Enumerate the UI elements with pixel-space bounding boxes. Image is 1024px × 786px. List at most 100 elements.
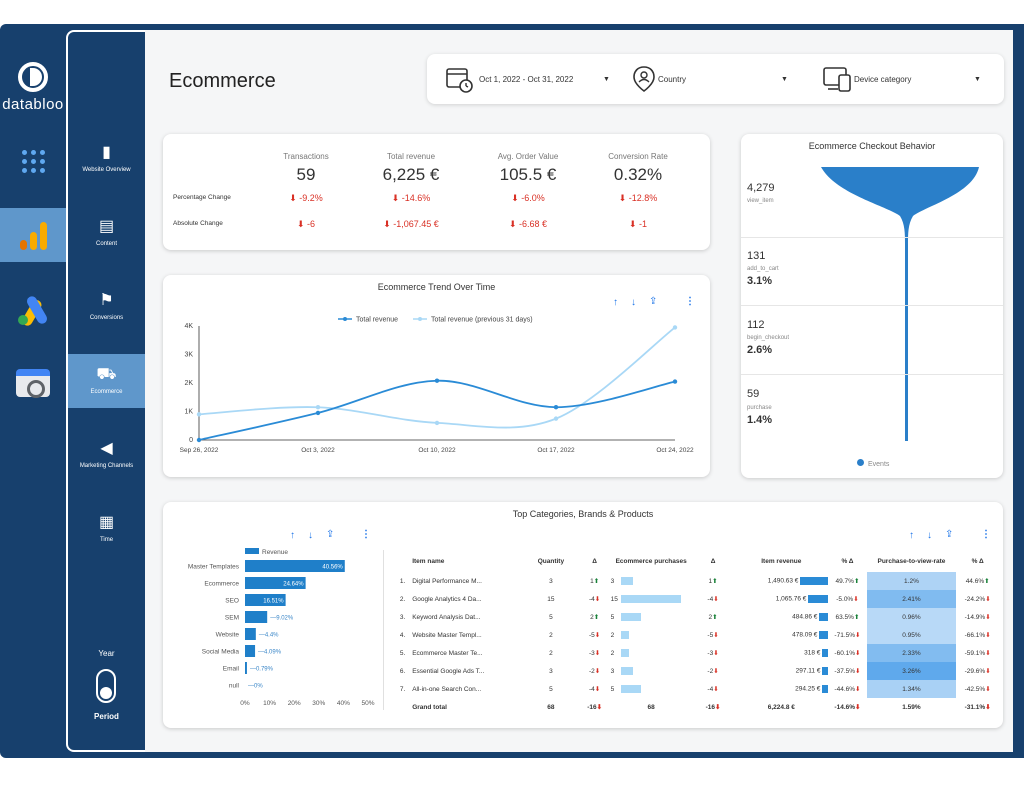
column-header[interactable]: Ecommerce purchases [615, 557, 687, 565]
nav-marketing-channels[interactable]: ◀ Marketing Channels [68, 428, 145, 482]
table-row[interactable]: 5. Ecommerce Master Te... 2 -3⬇ 2 -3⬇ 318 € -6… [393, 644, 999, 662]
quantity-delta-value: 1 [590, 578, 594, 585]
arrow-down-icon: ⬇ [985, 704, 991, 711]
purchases-delta: -2⬇ [692, 662, 735, 680]
revenue-cell: 478.09 € [734, 626, 829, 644]
purchases-delta: -4⬇ [692, 680, 735, 698]
category-bar [245, 611, 268, 623]
table-row[interactable]: 4. Website Master Templ... 2 -5⬇ 2 -5⬇ 478.09 … [393, 626, 999, 644]
funnel-step-label: begin_checkout [747, 335, 790, 341]
rate-value: 2.41% [902, 595, 921, 603]
nav-ecommerce[interactable]: ⛟ Ecommerce [68, 354, 145, 408]
period-toggle[interactable] [96, 669, 116, 703]
bar-value-label: —4.09% [258, 650, 282, 656]
sort-ascending-icon[interactable]: ↑ [909, 530, 914, 541]
megaphone-icon: ◀ [100, 440, 113, 457]
column-header[interactable]: Δ [592, 557, 597, 565]
category-label: Social Media [202, 649, 240, 656]
revenue-cell: 294.25 € [734, 680, 829, 698]
export-icon[interactable]: ⇪ [945, 529, 954, 540]
databloo-logo[interactable]: databloo [0, 62, 66, 113]
total-quantity: 68 [547, 703, 555, 711]
item-name: Ecommerce Master Te... [412, 649, 483, 657]
column-header[interactable]: % Δ [841, 557, 854, 565]
funnel-step-value: 59 [747, 388, 760, 400]
column-header[interactable]: Item revenue [761, 557, 802, 565]
rate-delta-value: -24.2% [964, 596, 986, 603]
sort-descending-icon[interactable]: ↓ [927, 530, 932, 541]
purchases-cell: 2 [611, 644, 692, 662]
purchases-cell: 5 [611, 680, 692, 698]
apps-grid-icon [21, 149, 45, 173]
sort-descending-icon[interactable]: ↓ [308, 530, 313, 541]
category-bar [245, 645, 256, 657]
data-point [315, 405, 321, 410]
revenue-delta-value: -60.1% [834, 650, 856, 657]
kpi-absolute-change: ⬇ -1 [593, 219, 683, 230]
rail-apps[interactable] [0, 134, 66, 188]
column-header[interactable]: Quantity [537, 557, 565, 565]
nav-content[interactable]: ▤ Content [68, 206, 145, 260]
purchases-bar [620, 613, 641, 621]
more-options-icon[interactable]: ⋮ [685, 296, 695, 307]
quantity-delta: 1⬆ [579, 572, 611, 590]
table-row[interactable]: 6. Essential Google Ads T... 3 -2⬇ 3 -2⬇ 297.1… [393, 662, 999, 680]
rail-search-console[interactable] [0, 356, 66, 410]
nav-conversions[interactable]: ⚑ Conversions [68, 280, 145, 334]
nav-website-overview[interactable]: ▮ Website Overview [68, 132, 145, 186]
column-header[interactable]: Purchase-to-view-rate [877, 557, 946, 565]
table-row[interactable]: 7. All-in-one Search Con... 5 -4⬇ 5 -4⬇ 294.25… [393, 680, 999, 698]
column-header[interactable]: % Δ [971, 557, 984, 565]
databloo-logo-icon [18, 62, 48, 92]
rate-delta-value: 44.6% [965, 578, 985, 585]
sort-descending-icon[interactable]: ↓ [631, 297, 636, 308]
revenue-bar [800, 577, 829, 585]
arrow-down-icon: ⬇ [713, 596, 719, 603]
arrow-down-icon: ⬇ [985, 632, 991, 639]
rail-google-ads[interactable] [0, 282, 66, 336]
checkout-funnel-chart [821, 167, 979, 441]
device-category-filter[interactable]: Device category ▼ [822, 64, 987, 94]
nav-label: Website Overview [82, 167, 131, 173]
table-row[interactable]: 3. Keyword Analysis Dat... 5 2⬆ 5 2⬆ 484.86 € … [393, 608, 999, 626]
toggle-knob [100, 687, 112, 699]
column-header[interactable]: Δ [710, 557, 716, 565]
calendar-icon: ▦ [98, 514, 115, 531]
category-bar [245, 577, 306, 589]
row-rank: 7. [399, 685, 406, 693]
nav-time[interactable]: ▦ Time [68, 502, 145, 556]
arrow-down-icon: ⬇ [713, 686, 719, 693]
bar-value-label: —0.79% [250, 667, 274, 673]
x-tick-label: 0% [240, 700, 250, 707]
revenue-delta-value: 49.7% [835, 578, 854, 585]
sort-ascending-icon[interactable]: ↑ [613, 297, 618, 308]
more-options-icon[interactable]: ⋮ [981, 529, 991, 540]
quantity: 5 [549, 613, 553, 621]
rate-value: 1.34% [902, 685, 921, 693]
search-console-icon [16, 369, 50, 398]
more-options-icon[interactable]: ⋮ [361, 529, 371, 540]
export-icon[interactable]: ⇪ [326, 529, 335, 540]
section-divider [383, 550, 384, 710]
purchases-cell: 5 [611, 608, 692, 626]
date-range-picker[interactable]: Oct 1, 2022 - Oct 31, 2022 ▼ [445, 64, 615, 94]
row-rank: 2. [399, 595, 406, 603]
purchases-value: 2 [610, 649, 615, 657]
revenue-value: 478.09 € [792, 631, 818, 639]
funnel-divider [741, 237, 1003, 238]
sort-ascending-icon[interactable]: ↑ [290, 530, 295, 541]
chevron-down-icon: ▼ [603, 75, 610, 83]
table-row[interactable]: 1. Digital Performance M... 3 1⬆ 3 1⬆ 1,490.63… [393, 572, 999, 590]
rail-google-analytics[interactable] [0, 208, 66, 262]
x-tick-label: Sep 26, 2022 [180, 447, 219, 454]
country-filter[interactable]: Country ▼ [632, 64, 792, 94]
kpi-percentage-change-value: -6.0% [521, 193, 545, 203]
column-header[interactable]: Item name [412, 557, 445, 565]
total-revenue-delta-value: -14.6% [834, 704, 856, 711]
table-row[interactable]: 2. Google Analytics 4 Da... 15 -4⬇ 15 -4⬇ 1,06… [393, 590, 999, 608]
arrow-up-icon: ⬆ [984, 578, 990, 585]
quantity-delta-value: 2 [590, 614, 594, 621]
export-icon[interactable]: ⇪ [649, 296, 658, 307]
revenue-value: 484.86 € [792, 613, 818, 621]
percentage-change-label: Percentage Change [173, 194, 231, 201]
